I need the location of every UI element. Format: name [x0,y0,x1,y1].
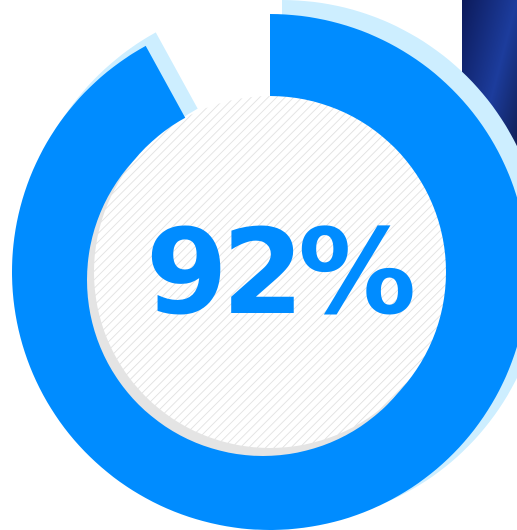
inner-disc [94,96,446,448]
value-label: 92% [146,203,413,341]
